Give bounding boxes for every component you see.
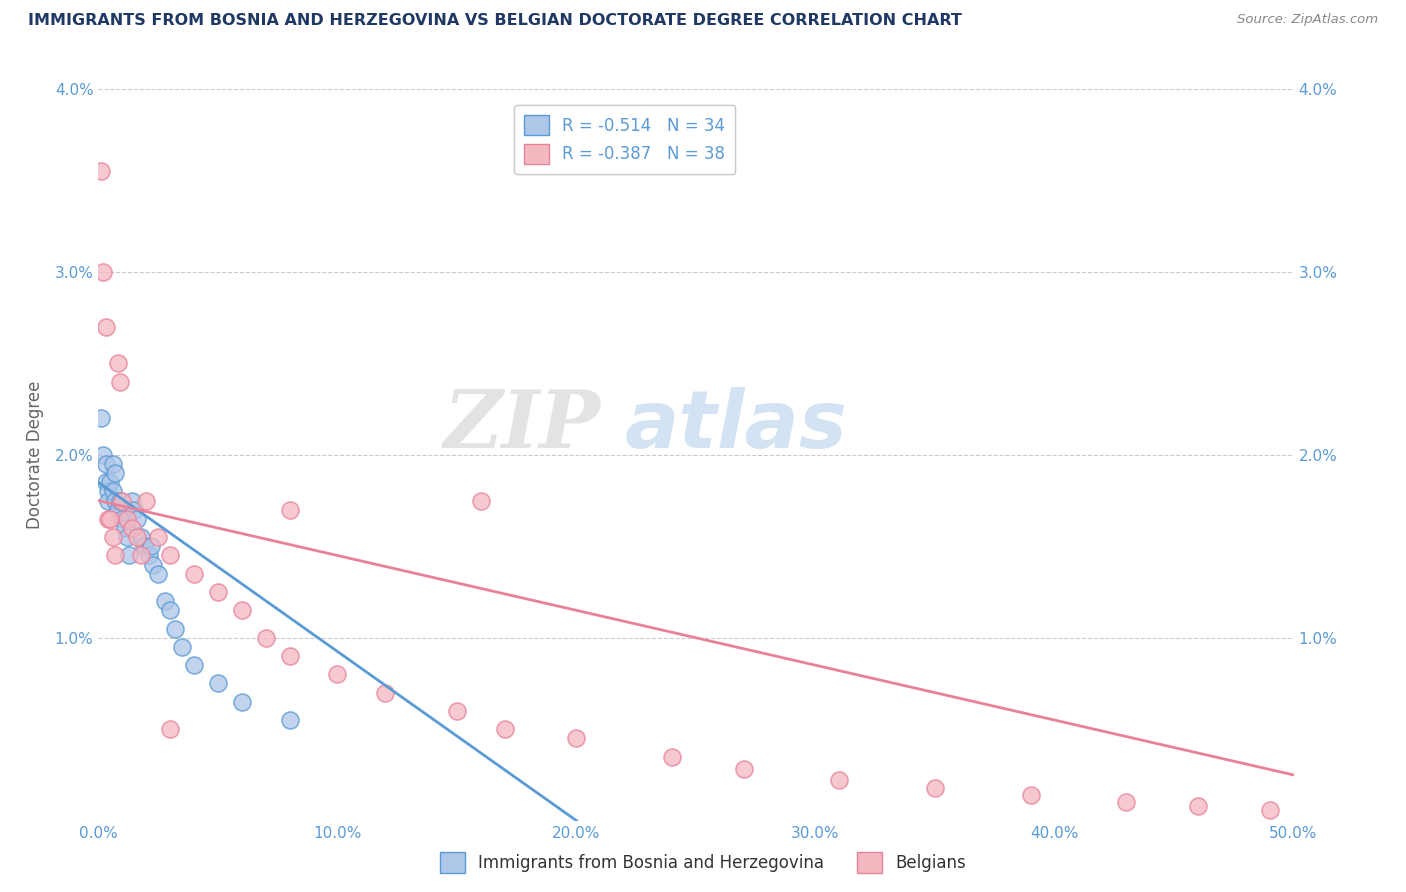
Point (278, 713, 301, 727)
Point (125, 530, 148, 544)
Point (108, 375, 131, 389)
Point (104, 466, 127, 480)
Point (124, 502, 146, 516)
Point (111, 493, 134, 508)
Point (924, 780, 946, 795)
Point (131, 530, 153, 544)
Point (183, 566, 205, 581)
Legend: R = -0.514   N = 34, R = -0.387   N = 38: R = -0.514 N = 34, R = -0.387 N = 38 (513, 105, 735, 174)
Point (94, 475, 117, 490)
Point (828, 773, 851, 788)
Point (115, 512, 138, 526)
Point (121, 493, 143, 508)
Point (278, 649, 301, 664)
Point (101, 457, 124, 471)
Point (139, 539, 162, 553)
Point (374, 685, 396, 699)
Point (97, 493, 120, 508)
Point (254, 631, 277, 645)
Point (101, 530, 124, 544)
Point (131, 549, 153, 563)
Point (148, 566, 170, 581)
Text: ZIP: ZIP (443, 387, 600, 465)
Point (163, 622, 186, 636)
Point (207, 676, 229, 690)
Point (142, 558, 165, 572)
Point (159, 723, 181, 737)
Point (101, 484, 124, 499)
Point (90, 164, 112, 178)
Point (135, 493, 157, 508)
Point (104, 493, 127, 508)
Point (470, 493, 492, 508)
Point (1258, 803, 1281, 817)
Point (132, 539, 155, 553)
Point (98, 512, 122, 526)
Point (108, 493, 131, 508)
Point (183, 658, 205, 673)
Point (107, 356, 129, 371)
Point (118, 549, 141, 563)
Point (121, 521, 143, 535)
Point (159, 603, 181, 617)
Point (278, 502, 301, 516)
Point (565, 731, 588, 746)
Point (115, 530, 138, 544)
Point (97, 484, 120, 499)
Point (104, 549, 127, 563)
Point (733, 763, 755, 777)
Text: IMMIGRANTS FROM BOSNIA AND HERZEGOVINA VS BELGIAN DOCTORATE DEGREE CORRELATION C: IMMIGRANTS FROM BOSNIA AND HERZEGOVINA V… (28, 13, 962, 29)
Point (111, 512, 134, 526)
Point (661, 749, 683, 764)
Point (159, 549, 181, 563)
Point (94, 457, 117, 471)
Point (231, 695, 253, 709)
Point (91, 448, 114, 462)
Point (94, 320, 117, 334)
Point (446, 704, 468, 718)
Point (155, 594, 177, 608)
Point (1019, 788, 1042, 802)
Point (138, 549, 160, 563)
Point (97, 512, 120, 526)
Point (1115, 796, 1137, 810)
Point (326, 667, 349, 681)
Text: atlas: atlas (624, 386, 846, 465)
Point (1187, 799, 1209, 814)
Point (231, 603, 253, 617)
Y-axis label: Doctorate Degree: Doctorate Degree (25, 381, 44, 529)
Legend: Immigrants from Bosnia and Herzegovina, Belgians: Immigrants from Bosnia and Herzegovina, … (433, 846, 973, 880)
Point (207, 585, 229, 599)
Text: Source: ZipAtlas.com: Source: ZipAtlas.com (1237, 13, 1378, 27)
Point (98, 475, 122, 490)
Point (148, 530, 170, 544)
Point (107, 502, 129, 516)
Point (91, 265, 114, 279)
Point (114, 521, 136, 535)
Point (125, 512, 148, 526)
Point (494, 723, 516, 737)
Point (172, 640, 194, 654)
Point (90, 411, 112, 425)
